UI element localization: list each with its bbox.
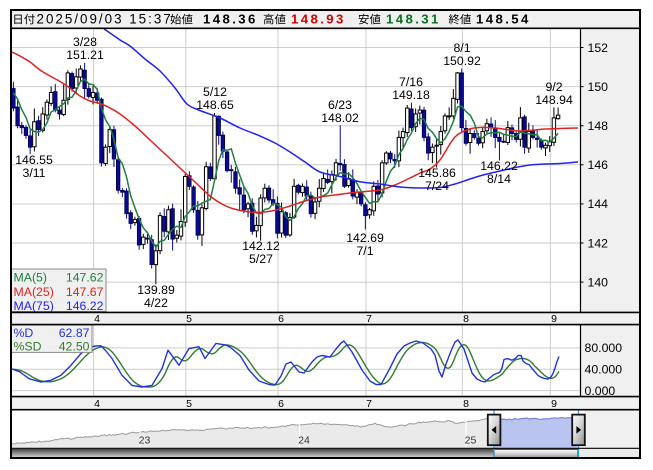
svg-text:148.02: 148.02	[321, 111, 359, 125]
svg-text:8/1: 8/1	[453, 41, 470, 55]
svg-text:80.000: 80.000	[585, 341, 623, 355]
svg-text:147.62: 147.62	[66, 271, 104, 285]
svg-text:%D: %D	[14, 326, 34, 340]
svg-text:MA(25): MA(25)	[14, 285, 54, 299]
svg-text:9: 9	[551, 398, 557, 410]
svg-text:6/23: 6/23	[328, 98, 352, 112]
svg-text:3/11: 3/11	[22, 166, 45, 180]
svg-text:149.18: 149.18	[392, 88, 430, 102]
svg-text:148.31: 148.31	[386, 11, 441, 26]
svg-text:140: 140	[588, 275, 609, 289]
svg-text:4/22: 4/22	[144, 296, 168, 310]
svg-text:0.000: 0.000	[585, 384, 616, 398]
svg-text:7/24: 7/24	[425, 179, 449, 193]
svg-text:6: 6	[278, 398, 284, 410]
svg-text:148.93: 148.93	[291, 11, 346, 26]
svg-text:148.54: 148.54	[476, 11, 531, 26]
svg-text:7/1: 7/1	[356, 244, 373, 258]
svg-text:7: 7	[366, 398, 372, 410]
svg-text:MA(75): MA(75)	[14, 299, 54, 313]
svg-text:148: 148	[588, 119, 609, 133]
svg-text:144: 144	[588, 197, 609, 211]
svg-text:142.12: 142.12	[242, 239, 280, 253]
svg-text:5/12: 5/12	[203, 85, 227, 99]
svg-text:6: 6	[278, 313, 284, 325]
svg-text:5/27: 5/27	[249, 252, 273, 266]
svg-text:9/2: 9/2	[545, 80, 562, 94]
svg-text:150.92: 150.92	[443, 54, 481, 68]
svg-text:62.87: 62.87	[59, 326, 90, 340]
svg-text:148.94: 148.94	[535, 93, 573, 107]
svg-text:142: 142	[588, 236, 609, 250]
svg-text:151.21: 151.21	[66, 48, 104, 62]
svg-text:150: 150	[588, 80, 609, 94]
svg-text:4: 4	[94, 313, 100, 325]
svg-text:40.000: 40.000	[585, 363, 623, 377]
svg-text:25: 25	[465, 435, 477, 447]
svg-text:23: 23	[139, 435, 151, 447]
svg-text:2025/09/03 15:37: 2025/09/03 15:37	[37, 11, 173, 26]
svg-text:24: 24	[298, 435, 310, 447]
svg-text:8: 8	[463, 398, 469, 410]
svg-text:5: 5	[186, 398, 192, 410]
svg-text:5: 5	[186, 313, 192, 325]
svg-text:7: 7	[366, 313, 372, 325]
svg-text:MA(5): MA(5)	[14, 271, 47, 285]
svg-text:147.67: 147.67	[66, 285, 104, 299]
svg-text:4: 4	[94, 398, 100, 410]
svg-text:146: 146	[588, 158, 609, 172]
svg-text:8: 8	[463, 313, 469, 325]
svg-text:7/16: 7/16	[399, 75, 423, 89]
svg-text:146.22: 146.22	[66, 299, 104, 313]
svg-text:139.89: 139.89	[137, 283, 175, 297]
svg-text:142.69: 142.69	[346, 231, 384, 245]
svg-text:%SD: %SD	[14, 339, 42, 353]
svg-text:145.86: 145.86	[418, 166, 456, 180]
svg-text:148.65: 148.65	[196, 98, 234, 112]
svg-text:42.50: 42.50	[59, 339, 90, 353]
svg-text:146.22: 146.22	[480, 159, 518, 173]
svg-text:146.55: 146.55	[15, 153, 53, 167]
svg-text:8/14: 8/14	[487, 172, 511, 186]
svg-text:9: 9	[551, 313, 557, 325]
svg-text:148.36: 148.36	[203, 11, 258, 26]
svg-text:3/28: 3/28	[73, 35, 97, 49]
svg-text:152: 152	[588, 41, 609, 55]
